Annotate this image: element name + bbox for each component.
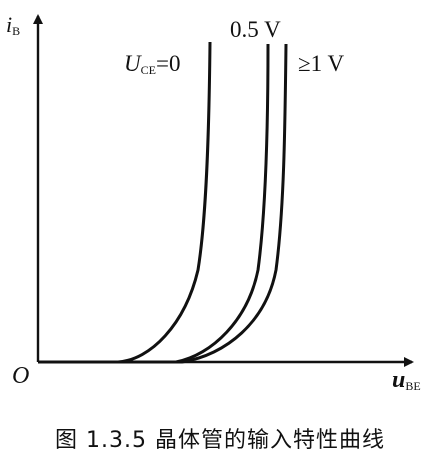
origin-label: O — [12, 363, 30, 389]
y-axis-label-sub: B — [12, 24, 21, 38]
curve-0-5v — [118, 43, 270, 364]
curve-label-0-5v: 0.5 V — [230, 17, 281, 42]
curve-label-uce-sub: CE — [140, 63, 156, 77]
y-axis-label: iB — [6, 12, 21, 38]
curve-label-1v: ≥1 V — [298, 51, 345, 76]
curve-label-uce-main: U — [124, 51, 141, 76]
x-axis-label-main: u — [392, 367, 406, 393]
figure-caption: 图 1.3.5 晶体管的输入特性曲线 — [55, 428, 385, 453]
curve-1v — [176, 43, 288, 364]
y-axis-label-main: i — [6, 12, 13, 37]
curve-uce-0 — [38, 41, 212, 364]
curve-label-uce-0: UCE=0 — [124, 52, 180, 76]
x-axis-label: uBE — [392, 368, 421, 392]
x-axis-label-sub: BE — [405, 379, 421, 393]
curve-label-uce-rest: =0 — [155, 51, 181, 76]
